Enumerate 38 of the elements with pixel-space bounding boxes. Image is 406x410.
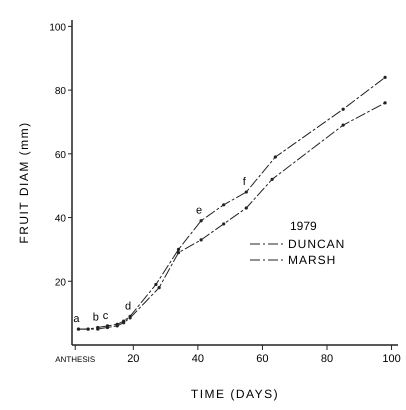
point	[222, 222, 226, 226]
legend-label: MARSH	[288, 253, 336, 267]
x-tick-label: 60	[256, 353, 269, 365]
point	[244, 206, 248, 210]
point	[342, 108, 345, 111]
y-tick-label: 60	[54, 150, 66, 161]
annotation: c	[102, 310, 109, 322]
y-axis-title: FRUIT DIAM (mm)	[17, 121, 31, 244]
point	[342, 124, 345, 127]
point	[383, 76, 387, 79]
y-tick-label: 20	[54, 277, 66, 288]
y-tick-label: 80	[54, 86, 66, 98]
x-tick-label: 20	[127, 353, 140, 365]
point	[176, 248, 180, 252]
legend-label: DUNCAN	[288, 237, 346, 251]
x-tick-label: 40	[192, 353, 204, 365]
annotation: b	[92, 311, 99, 324]
y-tick-label: 40	[54, 214, 66, 225]
point	[158, 286, 161, 290]
point	[154, 282, 158, 286]
point	[270, 178, 274, 181]
annotation: f	[242, 176, 247, 188]
x-axis-title: TIME (DAYS)	[190, 387, 280, 401]
annotation: e	[196, 204, 202, 217]
point	[222, 203, 226, 206]
point	[200, 238, 203, 242]
point	[176, 251, 180, 254]
y-tick-label: 100	[49, 22, 66, 34]
point	[383, 101, 387, 104]
point	[274, 155, 277, 159]
legend-title: 1979	[290, 219, 318, 233]
x-tick-label: ANTHESIS	[55, 355, 96, 364]
x-tick-label: 100	[382, 353, 401, 365]
point	[244, 190, 248, 194]
x-tick-label: 80	[320, 353, 334, 365]
point	[200, 219, 203, 222]
annotation: d	[125, 300, 132, 312]
annotation: a	[73, 313, 80, 326]
